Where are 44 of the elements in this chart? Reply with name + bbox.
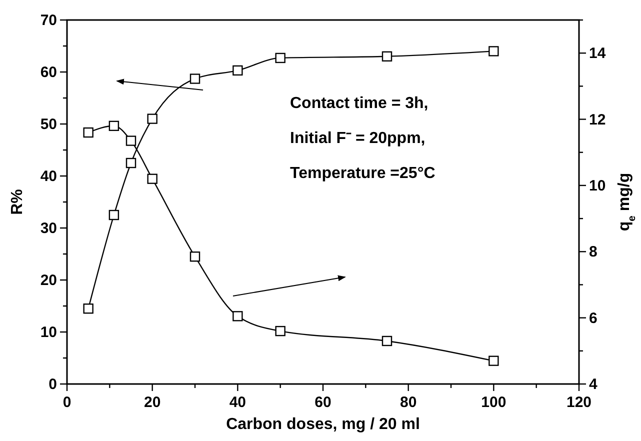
y2-tick-label: 4 (589, 376, 598, 393)
point (275, 52, 286, 64)
y2-tick-label: 8 (589, 244, 598, 261)
point (488, 356, 499, 366)
point (147, 114, 158, 124)
y-tick-label: 40 (40, 168, 57, 185)
point (190, 252, 200, 262)
y-tick-label: 20 (40, 272, 57, 289)
x-axis-title: Carbon doses, mg / 20 ml (226, 416, 420, 433)
point (382, 51, 392, 62)
x-tick-label: 60 (314, 394, 332, 411)
point (83, 304, 94, 314)
x-tick-label: 0 (62, 394, 72, 411)
annotation: Contact time = 3h, (290, 95, 428, 112)
point (190, 74, 200, 84)
y-tick-label: 50 (40, 116, 57, 133)
point (83, 127, 94, 138)
y-tick-label: 30 (40, 220, 57, 237)
point (232, 65, 243, 76)
y2-tick-label: 14 (589, 45, 606, 62)
point (108, 120, 120, 131)
point (488, 46, 499, 56)
point (108, 210, 120, 220)
point (232, 311, 243, 322)
x-tick-label: 20 (144, 394, 161, 411)
annotation: Temperature =25°C (290, 165, 436, 182)
point (126, 136, 136, 146)
point (126, 158, 136, 168)
y-tick-label: 70 (40, 12, 57, 29)
point (382, 336, 392, 346)
y-tick-label: 10 (40, 324, 57, 341)
point (275, 326, 286, 336)
point (147, 174, 158, 184)
x-tick-label: 40 (229, 394, 246, 411)
y-axis-title: R% (9, 189, 26, 215)
y2-tick-label: 6 (589, 310, 598, 327)
x-tick-label: 100 (481, 394, 506, 411)
annotation: Initial F⁻ = 20ppm, (290, 130, 426, 147)
y2-tick-label: 12 (589, 111, 606, 128)
y-tick-label: 60 (40, 64, 57, 81)
y-tick-label: 0 (48, 376, 57, 393)
y2-tick-label: 10 (589, 177, 606, 194)
x-tick-label: 80 (400, 394, 417, 411)
x-tick-label: 120 (566, 394, 592, 411)
